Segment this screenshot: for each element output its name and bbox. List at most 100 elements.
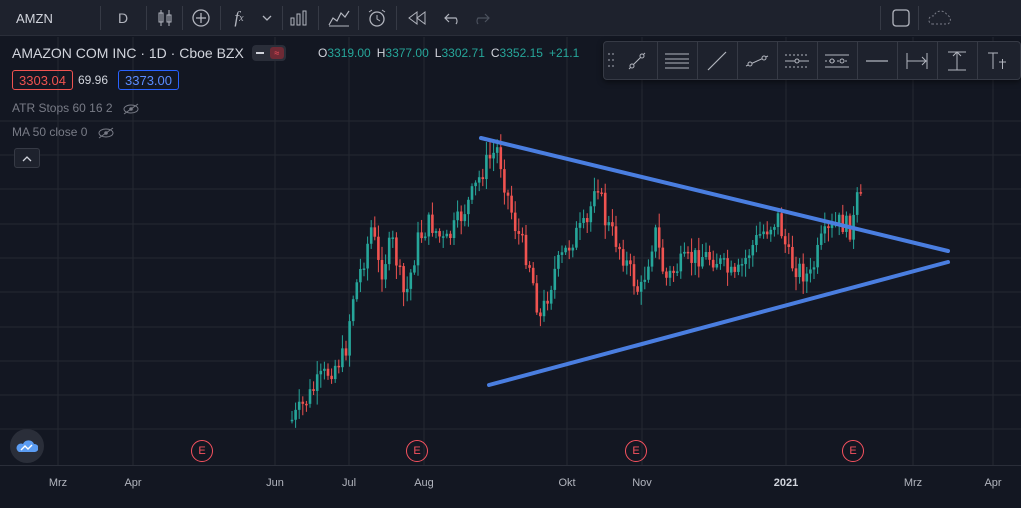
collapse-legend-button[interactable] [14, 148, 40, 168]
horizontal-ray-icon[interactable] [858, 42, 896, 79]
candle-body [380, 259, 384, 280]
candle-body [477, 177, 481, 183]
candle-body [384, 264, 387, 280]
ohlc-values: O3319.00 H3377.00 L3302.71 C3352.15 +21.1 [318, 46, 585, 60]
candle-body [330, 375, 333, 380]
toolbar-divider [880, 6, 881, 30]
earnings-marker[interactable]: E [191, 440, 213, 462]
candle-body [783, 236, 787, 245]
candle-body [495, 147, 499, 153]
channel-icon[interactable] [818, 42, 856, 79]
redo-icon[interactable] [468, 0, 494, 36]
candle-body [413, 265, 416, 273]
earnings-marker[interactable]: E [406, 440, 428, 462]
earnings-marker[interactable]: E [842, 440, 864, 462]
tradingview-logo[interactable] [10, 429, 44, 463]
hidden-eye-icon[interactable] [122, 103, 140, 115]
candle-body [510, 195, 513, 213]
bid-price-button[interactable]: 3303.04 [12, 70, 73, 90]
candle-body [758, 234, 762, 236]
indicator-atr-stops[interactable]: ATR Stops 60 16 2 [12, 101, 140, 115]
candle-body [639, 281, 643, 292]
candle-body [492, 152, 495, 159]
time-axis[interactable] [0, 465, 1021, 508]
trend-line-icon[interactable] [618, 42, 656, 79]
x-label: Aug [414, 477, 434, 489]
candle-body [513, 212, 517, 232]
undo-icon[interactable] [440, 0, 466, 36]
candle-body [323, 368, 326, 371]
candle-body [593, 191, 596, 207]
candle-body [607, 222, 611, 226]
lower-trendline [487, 260, 950, 387]
extended-line-icon[interactable] [738, 42, 776, 79]
candle-body [549, 289, 553, 304]
replay-icon[interactable] [402, 0, 432, 36]
candle-body [657, 227, 661, 248]
price-chart[interactable] [0, 37, 1021, 465]
candle-body [373, 227, 377, 237]
candle-body [823, 226, 827, 234]
candle-body [434, 231, 438, 233]
x-label: 2021 [773, 477, 799, 489]
candle-body [506, 192, 510, 196]
ray-icon[interactable] [698, 42, 736, 79]
candle-body [708, 252, 711, 260]
candle-body [697, 250, 701, 267]
candle-body [672, 270, 675, 273]
plus-circle-icon[interactable] [186, 0, 216, 36]
parallel-lines-icon[interactable] [658, 42, 696, 79]
candle-body [632, 264, 636, 287]
candle-body [589, 206, 593, 223]
candle-body [305, 403, 308, 406]
candle-body [416, 232, 420, 266]
candle-body [773, 227, 776, 230]
change-value: +21.1 [548, 46, 580, 60]
candle-body [420, 232, 423, 239]
candle-body [693, 250, 697, 263]
earnings-marker[interactable]: E [625, 440, 647, 462]
candle-body [326, 368, 330, 376]
candle-body [845, 215, 848, 232]
candle-body [402, 266, 405, 293]
toolbar-divider [358, 6, 359, 30]
upper-trendline [479, 136, 950, 253]
candle-body [665, 271, 668, 278]
candle-body [571, 247, 575, 251]
indicator-ma[interactable]: MA 50 close 0 [12, 125, 115, 139]
chevron-down-icon[interactable] [258, 0, 276, 36]
candle-body [301, 401, 305, 404]
candle-body [553, 268, 557, 290]
legend-toggle[interactable]: ≈ [251, 45, 286, 61]
candles-icon[interactable] [150, 0, 180, 36]
interval-button[interactable]: D [117, 10, 129, 26]
layout-icon[interactable] [886, 0, 916, 36]
candle-body [524, 234, 528, 266]
toolbar-divider [282, 6, 283, 30]
candle-body [319, 370, 323, 375]
candle-body [438, 231, 441, 237]
cloud-icon[interactable] [922, 0, 958, 36]
candle-body [503, 169, 506, 193]
price-range-icon[interactable] [938, 42, 976, 79]
alert-icon[interactable] [362, 0, 392, 36]
ask-price-button[interactable]: 3373.00 [118, 70, 179, 90]
candle-body [841, 214, 845, 232]
drag-handle[interactable] [608, 51, 616, 71]
cloud-logo-icon [16, 440, 38, 452]
symbol-search[interactable]: AMZN [16, 10, 53, 26]
candle-body [654, 227, 657, 252]
candle-body [359, 268, 362, 283]
candle-body [449, 233, 452, 239]
date-range-icon[interactable] [898, 42, 936, 79]
candle-body [308, 389, 312, 404]
text-icon[interactable] [978, 42, 1016, 79]
symbol-title: AMAZON COM INC · 1D · Cboe BZX [12, 45, 244, 61]
templates-icon[interactable] [324, 0, 354, 36]
pitchfork-icon[interactable] [778, 42, 816, 79]
hidden-eye-icon[interactable] [97, 127, 115, 139]
bar-chart-icon[interactable] [286, 0, 312, 36]
candle-body [805, 273, 809, 282]
